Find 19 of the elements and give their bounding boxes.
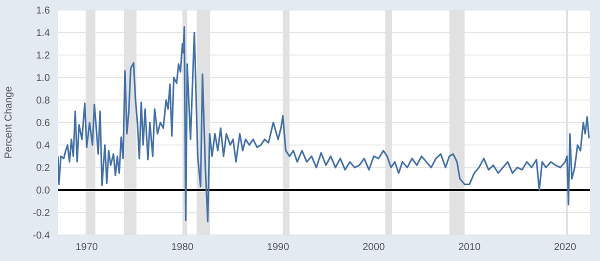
- y-tick-label: 0.4: [36, 140, 50, 152]
- y-tick-label: 0.2: [36, 163, 50, 174]
- x-tick-label: 2010: [458, 242, 481, 254]
- y-tick-label: 1.6: [36, 6, 50, 17]
- y-tick-label: 1.4: [36, 28, 50, 40]
- x-tick-label: 1970: [76, 242, 98, 254]
- y-tick-label: -0.4: [32, 230, 50, 242]
- y-tick-label: 1.2: [36, 50, 50, 62]
- x-tick-label: 2000: [362, 242, 386, 254]
- y-tick-label: 0.0: [36, 186, 50, 197]
- y-tick-label: 1.0: [36, 73, 50, 84]
- y-tick-label: -0.2: [32, 208, 50, 220]
- x-tick-label: 2020: [554, 242, 577, 254]
- x-tick-label: 1990: [266, 242, 290, 254]
- y-axis-title: Percent Change: [4, 86, 15, 159]
- line-series: [58, 26, 590, 222]
- x-tick-label: 1980: [171, 242, 194, 254]
- y-tick-label: 0.6: [36, 118, 50, 130]
- y-tick-label: 0.8: [36, 96, 50, 107]
